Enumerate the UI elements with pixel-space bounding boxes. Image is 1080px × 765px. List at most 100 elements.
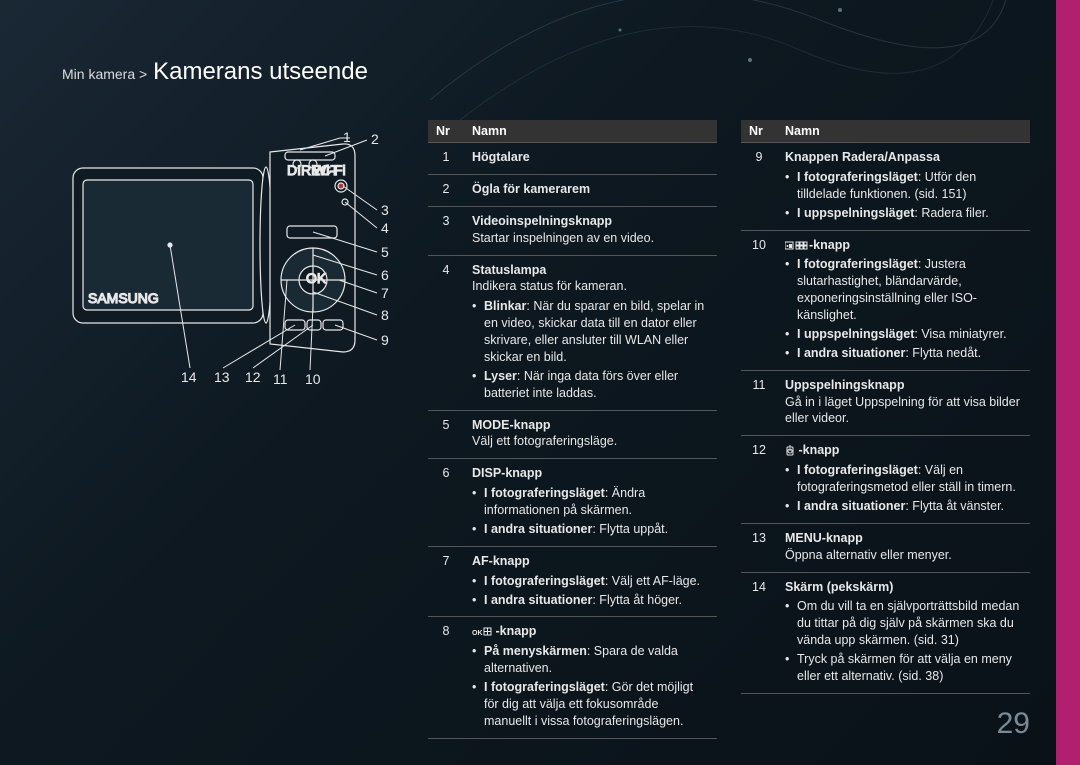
row-nr: 9 [741, 143, 777, 231]
ok-grid-icon: OK [472, 624, 492, 638]
row-nr: 4 [428, 255, 464, 410]
bullet-item: I andra situationer: Flytta uppåt. [472, 521, 709, 538]
bullet-item: Om du vill ta en självporträttsbild meda… [785, 598, 1022, 649]
callout-3: 3 [381, 202, 389, 218]
svg-text:Wi-Fi: Wi-Fi [313, 162, 346, 178]
row-content: Skärm (pekskärm) Om du vill ta en självpo… [777, 572, 1030, 693]
svg-text:OK: OK [472, 630, 483, 637]
breadcrumb: Min kamera > Kamerans utseende [62, 58, 368, 86]
table-row: 3VideoinspelningsknappStartar inspelning… [428, 206, 717, 255]
row-content: Uppspelningsknapp Gå in i läget Uppspelni… [777, 370, 1030, 436]
bullet-list: Blinkar: När du sparar en bild, spelar i… [472, 298, 709, 401]
callout-14: 14 [181, 369, 197, 385]
bullet-list: I fotograferingsläget: Justera slutarhas… [785, 256, 1022, 361]
part-name: Ögla för kamerarem [472, 182, 590, 196]
table-row: 6 DISP-knapp I fotograferingsläget: Ändra … [428, 459, 717, 547]
part-name: Statuslampa [472, 263, 546, 277]
table-row: 7 AF-knapp I fotograferingsläget: Välj ett… [428, 546, 717, 617]
breadcrumb-parent: Min kamera [62, 66, 135, 82]
thumb-grid-icon [785, 238, 809, 252]
bullet-item: Lyser: När inga data förs över eller bat… [472, 368, 709, 402]
callout-5: 5 [381, 244, 389, 260]
bullet-item: I fotograferingsläget: Välj ett AF-läge. [472, 573, 709, 590]
bullet-item: Tryck på skärmen för att välja en meny e… [785, 651, 1022, 685]
bullet-item: Blinkar: När du sparar en bild, spelar i… [472, 298, 709, 366]
callout-12: 12 [245, 369, 261, 385]
row-content: OK -knappPå menyskärmen: Spara de valda … [464, 617, 717, 738]
callout-11: 11 [273, 371, 288, 387]
bullet-list: Om du vill ta en självporträttsbild meda… [785, 598, 1022, 684]
part-name: Videoinspelningsknapp [472, 214, 612, 228]
part-name: AF-knapp [472, 554, 530, 568]
bullet-item: I fotograferingsläget: Välj en fotografe… [785, 462, 1022, 496]
row-nr: 13 [741, 523, 777, 572]
bullet-item: På menyskärmen: Spara de valda alternati… [472, 643, 709, 677]
bullet-item: I fotograferingsläget: Justera slutarhas… [785, 256, 1022, 324]
table-row: 11UppspelningsknappGå in i läget Uppspel… [741, 370, 1030, 436]
table-row: 12 -knappI fotograferingsläget: Välj en … [741, 436, 1030, 524]
page-number: 29 [997, 707, 1030, 741]
row-nr: 2 [428, 174, 464, 206]
col-name: Namn [777, 120, 1030, 143]
callout-10: 10 [305, 371, 321, 387]
table-row: 13MENU-knappÖppna alternativ eller menye… [741, 523, 1030, 572]
part-name: Skärm (pekskärm) [785, 580, 893, 594]
callout-2: 2 [371, 131, 379, 147]
row-content: MODE-knappVälj ett fotograferingsläge. [464, 410, 717, 459]
table-row: 4 Statuslampa Indikera status för kameran.… [428, 255, 717, 410]
camera-diagram: SAMSUNG DIRECT Wi-Fi OK [55, 130, 395, 400]
bullet-list: I fotograferingsläget: Utför den tilldel… [785, 169, 1022, 222]
bullet-list: I fotograferingsläget: Välj en fotografe… [785, 462, 1022, 515]
table-row: 8OK -knappPå menyskärmen: Spara de valda… [428, 617, 717, 738]
bullet-item: I fotograferingsläget: Gör det möjligt f… [472, 679, 709, 730]
row-content: Knappen Radera/AnpassaI fotograferingslä… [777, 143, 1030, 231]
row-nr: 10 [741, 230, 777, 370]
bullet-list: På menyskärmen: Spara de valda alternati… [472, 643, 709, 729]
part-name: DISP-knapp [472, 466, 542, 480]
row-nr: 8 [428, 617, 464, 738]
row-nr: 5 [428, 410, 464, 459]
row-content: MENU-knappÖppna alternativ eller menyer. [777, 523, 1030, 572]
row-content: Videoinspelningsknapp Startar inspelninge… [464, 206, 717, 255]
row-nr: 12 [741, 436, 777, 524]
callout-8: 8 [381, 307, 389, 323]
parts-table-left: Nr Namn 1Högtalare2 Ögla för kamerarem 3Vi… [428, 120, 717, 739]
callout-9: 9 [381, 332, 389, 348]
row-content: -knapp I fotograferingsläget: Justera slu… [777, 230, 1030, 370]
part-desc: Gå in i läget Uppspelning för att visa b… [785, 395, 1020, 426]
bullet-item: I fotograferingsläget: Ändra information… [472, 485, 709, 519]
row-content: -knappI fotograferingsläget: Välj en fot… [777, 436, 1030, 524]
table-row: 9Knappen Radera/AnpassaI fotograferingsl… [741, 143, 1030, 231]
row-nr: 7 [428, 546, 464, 617]
row-content: AF-knapp I fotograferingsläget: Välj ett … [464, 546, 717, 617]
col-name: Namn [464, 120, 717, 143]
part-name: -knapp [785, 238, 850, 252]
table-row: 1Högtalare [428, 143, 717, 175]
row-nr: 14 [741, 572, 777, 693]
part-desc: Välj ett fotograferingsläge. [472, 434, 617, 448]
table-row: 2 Ögla för kamerarem [428, 174, 717, 206]
row-content: Högtalare [464, 143, 717, 175]
svg-text:SAMSUNG: SAMSUNG [88, 290, 159, 306]
row-nr: 6 [428, 459, 464, 547]
col-nr: Nr [428, 120, 464, 143]
part-name: Uppspelningsknapp [785, 378, 904, 392]
timer-icon [785, 443, 795, 457]
part-name: MENU-knapp [785, 531, 863, 545]
bullet-list: I fotograferingsläget: Ändra information… [472, 485, 709, 538]
callout-4: 4 [381, 220, 389, 236]
part-desc: Indikera status för kameran. [472, 279, 627, 293]
bullet-item: I andra situationer: Flytta åt höger. [472, 592, 709, 609]
svg-text:OK: OK [306, 270, 327, 286]
table-row: 5MODE-knappVälj ett fotograferingsläge. [428, 410, 717, 459]
part-desc: Startar inspelningen av en video. [472, 231, 654, 245]
table-row: 14 Skärm (pekskärm) Om du vill ta en själv… [741, 572, 1030, 693]
bullet-item: I uppspelningsläget: Visa miniatyrer. [785, 326, 1022, 343]
bullet-item: I uppspelningsläget: Radera filer. [785, 205, 1022, 222]
callout-1: 1 [343, 130, 351, 145]
bullet-item: I fotograferingsläget: Utför den tilldel… [785, 169, 1022, 203]
col-nr: Nr [741, 120, 777, 143]
row-content: Ögla för kamerarem [464, 174, 717, 206]
breadcrumb-sep: > [139, 66, 147, 82]
callout-6: 6 [381, 267, 389, 283]
